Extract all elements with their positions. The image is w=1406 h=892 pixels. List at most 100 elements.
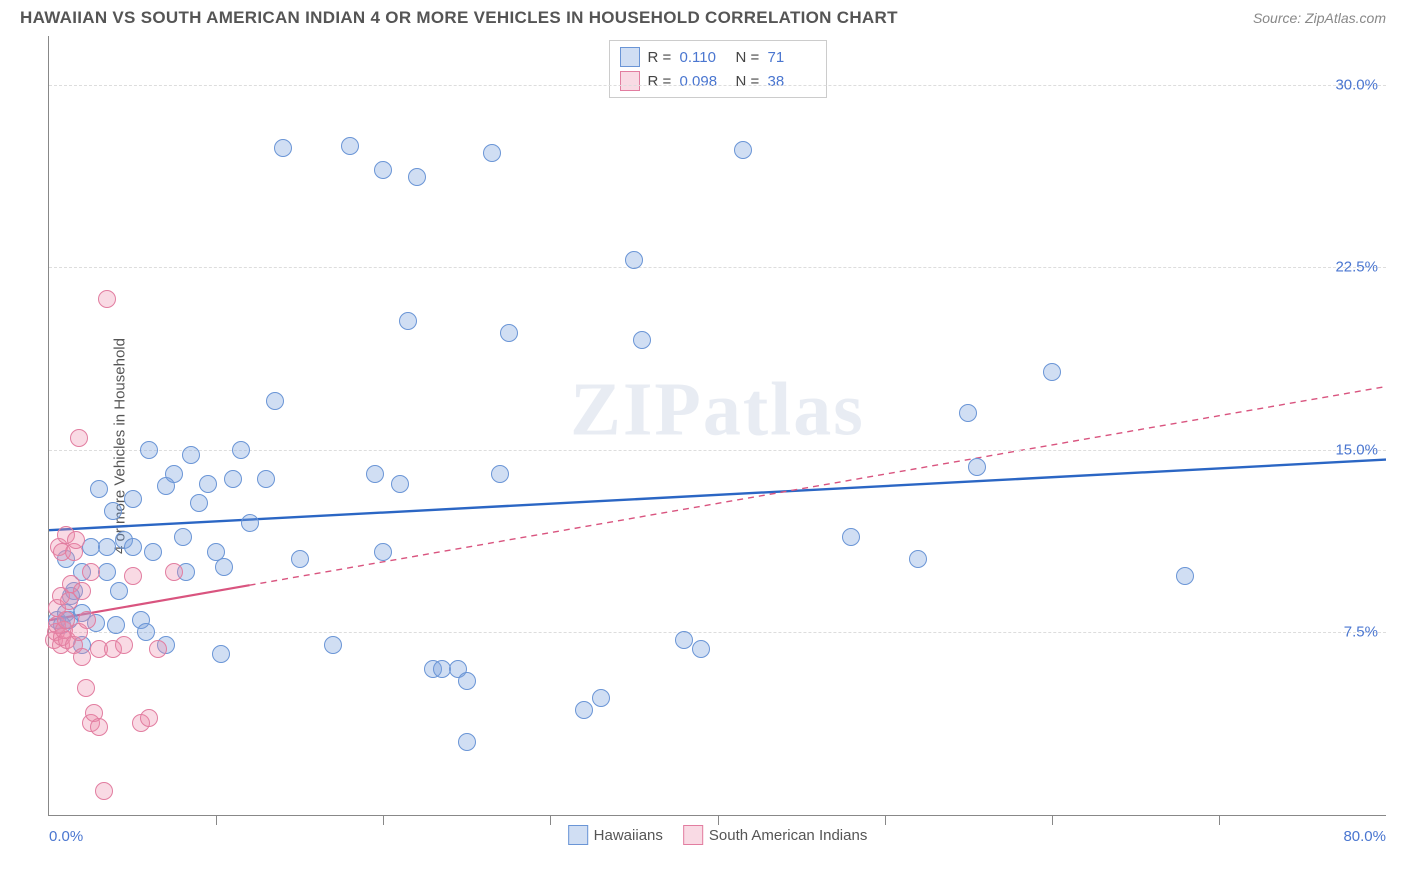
data-point — [140, 709, 158, 727]
data-point — [190, 494, 208, 512]
data-point — [483, 144, 501, 162]
data-point — [909, 550, 927, 568]
data-point — [165, 465, 183, 483]
data-point — [110, 582, 128, 600]
data-point — [274, 139, 292, 157]
stat-r-label: R = — [648, 49, 672, 66]
data-point — [82, 563, 100, 581]
plot-area: ZIPatlas R =0.110N =71R =0.098N =38 Hawa… — [48, 36, 1386, 816]
data-point — [90, 718, 108, 736]
data-point — [78, 611, 96, 629]
legend-swatch — [683, 825, 703, 845]
data-point — [734, 141, 752, 159]
x-tick — [550, 815, 551, 825]
data-point — [107, 616, 125, 634]
x-tick-label: 0.0% — [49, 828, 83, 845]
x-tick — [885, 815, 886, 825]
data-point — [215, 558, 233, 576]
chart-title: HAWAIIAN VS SOUTH AMERICAN INDIAN 4 OR M… — [20, 8, 898, 28]
data-point — [98, 563, 116, 581]
data-point — [67, 531, 85, 549]
data-point — [291, 550, 309, 568]
stat-legend-row: R = 0.098 N = 38 — [620, 69, 816, 93]
data-point — [95, 782, 113, 800]
data-point — [104, 502, 122, 520]
stat-n-label: N = — [736, 73, 760, 90]
legend-swatch — [620, 71, 640, 91]
series-legend-item: Hawaiians — [568, 825, 663, 845]
data-point — [374, 543, 392, 561]
chart-container: 4 or more Vehicles in Household ZIPatlas… — [48, 36, 1386, 856]
x-tick — [718, 815, 719, 825]
stat-r-value: 0.098 — [680, 73, 728, 90]
series-legend-label: Hawaiians — [594, 827, 663, 844]
data-point — [1176, 567, 1194, 585]
data-point — [458, 672, 476, 690]
data-point — [391, 475, 409, 493]
data-point — [692, 640, 710, 658]
series-legend-label: South American Indians — [709, 827, 867, 844]
data-point — [232, 441, 250, 459]
data-point — [675, 631, 693, 649]
data-point — [73, 582, 91, 600]
data-point — [324, 636, 342, 654]
data-point — [433, 660, 451, 678]
data-point — [241, 514, 259, 532]
trend-lines — [49, 36, 1386, 815]
gridline — [49, 85, 1386, 86]
data-point — [182, 446, 200, 464]
data-point — [149, 640, 167, 658]
gridline — [49, 632, 1386, 633]
data-point — [366, 465, 384, 483]
y-tick-label: 7.5% — [1344, 624, 1378, 641]
data-point — [212, 645, 230, 663]
x-tick-label: 80.0% — [1343, 828, 1386, 845]
y-tick-label: 22.5% — [1335, 259, 1378, 276]
data-point — [98, 538, 116, 556]
source-attribution: Source: ZipAtlas.com — [1253, 10, 1386, 26]
stat-r-label: R = — [648, 73, 672, 90]
series-legend: Hawaiians South American Indians — [568, 825, 868, 845]
legend-swatch — [568, 825, 588, 845]
data-point — [98, 290, 116, 308]
data-point — [115, 636, 133, 654]
data-point — [1043, 363, 1061, 381]
data-point — [625, 251, 643, 269]
data-point — [199, 475, 217, 493]
data-point — [90, 480, 108, 498]
data-point — [124, 567, 142, 585]
data-point — [174, 528, 192, 546]
data-point — [399, 312, 417, 330]
data-point — [458, 733, 476, 751]
data-point — [224, 470, 242, 488]
x-tick — [1052, 815, 1053, 825]
trend-line-dashed — [250, 387, 1386, 586]
y-tick-label: 15.0% — [1335, 441, 1378, 458]
stat-n-value: 38 — [768, 73, 816, 90]
data-point — [257, 470, 275, 488]
stat-n-label: N = — [736, 49, 760, 66]
data-point — [165, 563, 183, 581]
data-point — [575, 701, 593, 719]
data-point — [140, 441, 158, 459]
y-tick-label: 30.0% — [1335, 76, 1378, 93]
watermark: ZIPatlas — [570, 366, 865, 453]
data-point — [124, 538, 142, 556]
data-point — [137, 623, 155, 641]
stat-r-value: 0.110 — [680, 49, 728, 66]
data-point — [959, 404, 977, 422]
stat-n-value: 71 — [768, 49, 816, 66]
x-tick — [216, 815, 217, 825]
data-point — [266, 392, 284, 410]
data-point — [374, 161, 392, 179]
data-point — [968, 458, 986, 476]
data-point — [500, 324, 518, 342]
stat-legend: R = 0.110 N = 71 R = 0.098 N = 38 — [609, 40, 827, 98]
data-point — [408, 168, 426, 186]
data-point — [491, 465, 509, 483]
data-point — [633, 331, 651, 349]
data-point — [70, 429, 88, 447]
series-legend-item: South American Indians — [683, 825, 867, 845]
legend-swatch — [620, 47, 640, 67]
gridline — [49, 267, 1386, 268]
